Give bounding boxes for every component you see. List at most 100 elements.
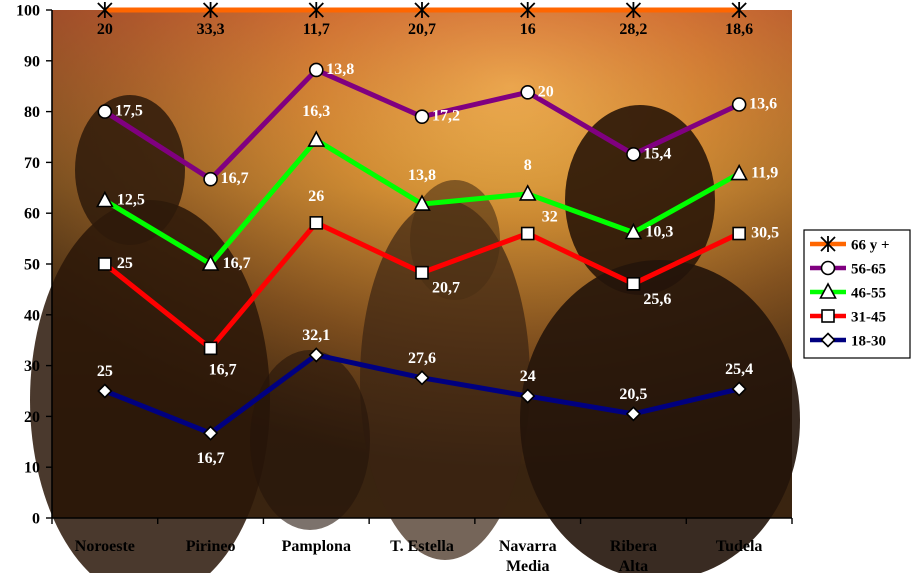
data-label-31-45: 20,7 <box>432 280 460 297</box>
legend-marker-46-55 <box>819 282 837 299</box>
data-label-18-30: 27,6 <box>408 350 436 367</box>
legend-label-56-65: 56-65 <box>851 262 886 278</box>
data-label-66-y: 20,7 <box>408 21 436 38</box>
x-tick-label: Tudela <box>716 538 763 555</box>
data-point-66-y <box>625 2 642 18</box>
data-label-31-45: 16,7 <box>209 361 237 378</box>
data-point-46-55 <box>624 222 643 240</box>
data-label-46-55: 16,7 <box>223 255 251 272</box>
y-tick-label: 10 <box>24 460 40 477</box>
y-tick-label: 70 <box>24 155 40 172</box>
data-label-66-y: 33,3 <box>197 21 225 38</box>
data-label-56-65: 17,5 <box>115 103 143 120</box>
data-point-46-55 <box>96 190 114 208</box>
y-tick-label: 50 <box>24 257 40 274</box>
data-point-66-y <box>97 2 113 18</box>
data-label-46-55: 8 <box>524 157 532 174</box>
data-label-31-45: 25 <box>117 255 133 272</box>
data-point-66-y <box>731 2 747 18</box>
data-point-56-65 <box>97 104 113 119</box>
data-label-56-65: 15,4 <box>643 145 671 162</box>
data-label-66-y: 16 <box>520 21 536 38</box>
data-label-56-65: 13,8 <box>326 61 354 78</box>
y-tick-label: 30 <box>24 358 40 375</box>
data-label-56-65: 17,2 <box>432 108 460 125</box>
data-label-31-45: 26 <box>308 188 324 205</box>
data-label-46-55: 12,5 <box>117 192 145 209</box>
data-label-56-65: 20 <box>538 83 554 100</box>
data-point-31-45 <box>732 226 746 241</box>
y-tick-label: 100 <box>16 3 40 20</box>
x-tick-label: Pirineo <box>186 538 236 555</box>
legend-label-18-30: 18-30 <box>851 334 886 350</box>
data-point-18-30 <box>625 406 642 422</box>
x-tick-label: Navarra Media <box>499 538 557 573</box>
data-label-31-45: 25,6 <box>643 291 671 308</box>
x-tick-label: Ribera Alta <box>610 538 657 573</box>
data-point-56-65 <box>626 146 641 162</box>
data-label-56-65: 13,6 <box>749 95 777 112</box>
y-tick-label: 60 <box>24 206 40 223</box>
data-point-31-45 <box>309 216 324 230</box>
data-point-18-30 <box>731 381 747 397</box>
data-point-18-30 <box>414 370 430 386</box>
data-point-31-45 <box>203 341 218 356</box>
data-label-66-y: 11,7 <box>303 21 330 38</box>
data-point-66-y <box>202 2 219 18</box>
legend-marker-56-65 <box>820 260 836 276</box>
data-label-18-30: 20,5 <box>619 386 647 403</box>
x-tick-label: Pamplona <box>282 538 351 555</box>
data-point-46-55 <box>201 254 220 271</box>
series-layer <box>96 2 748 441</box>
data-label-66-y: 28,2 <box>619 21 647 38</box>
data-point-31-45 <box>520 226 535 241</box>
data-label-46-55: 10,3 <box>645 224 673 241</box>
data-point-66-y <box>520 2 536 18</box>
data-point-31-45 <box>415 265 429 280</box>
data-label-46-55: 16,3 <box>302 103 330 120</box>
data-point-46-55 <box>307 130 326 147</box>
legend-marker-31-45 <box>821 309 835 323</box>
y-tick-label: 90 <box>24 53 40 70</box>
legend-marker-18-30 <box>820 332 836 348</box>
data-point-31-45 <box>626 277 641 291</box>
data-label-18-30: 24 <box>520 368 536 385</box>
data-label-18-30: 32,1 <box>302 327 330 344</box>
data-point-66-y <box>414 2 430 18</box>
data-label-18-30: 25 <box>97 363 113 380</box>
data-point-18-30 <box>202 425 219 441</box>
x-tick-label: T. Estella <box>390 538 454 555</box>
legend: 66 y + 56-65 46-55 31-45 18-30 <box>803 229 911 359</box>
data-label-56-65: 16,7 <box>221 170 249 187</box>
data-point-66-y <box>308 2 324 18</box>
data-point-56-65 <box>731 97 747 112</box>
data-point-56-65 <box>308 62 324 78</box>
data-point-46-55 <box>730 163 748 181</box>
data-point-18-30 <box>308 347 324 363</box>
axes: 0 10 20 30 40 50 60 70 80 90 100 Noroeste Pirineo Pam… <box>16 3 793 575</box>
y-tick-label: 0 <box>32 511 40 528</box>
data-point-56-65 <box>203 171 218 187</box>
data-label-46-55: 11,9 <box>751 165 778 182</box>
data-label-18-30: 25,4 <box>725 361 753 378</box>
data-label-layer: 25 16,7 32,1 27,6 24 20,5 25,4 25 16,7 26 20,7 32 25… <box>97 21 779 467</box>
data-label-18-30: 16,7 <box>197 450 225 467</box>
y-tick-label: 80 <box>24 104 40 121</box>
data-point-18-30 <box>520 388 536 404</box>
data-point-56-65 <box>414 109 430 124</box>
y-tick-label: 20 <box>24 409 40 426</box>
data-point-56-65 <box>520 84 536 100</box>
data-point-31-45 <box>98 257 112 271</box>
legend-label-31-45: 31-45 <box>851 310 886 326</box>
y-tick-label: 40 <box>24 307 40 324</box>
data-point-18-30 <box>97 383 113 399</box>
background-photo <box>30 10 800 578</box>
data-label-31-45: 32 <box>542 209 558 226</box>
legend-marker-66-y <box>820 236 836 252</box>
x-tick-label: Noroeste <box>75 538 135 555</box>
legend-label-66-y: 66 y + <box>851 238 890 254</box>
legend-label-46-55: 46-55 <box>851 286 886 302</box>
data-label-46-55: 13,8 <box>408 167 436 184</box>
